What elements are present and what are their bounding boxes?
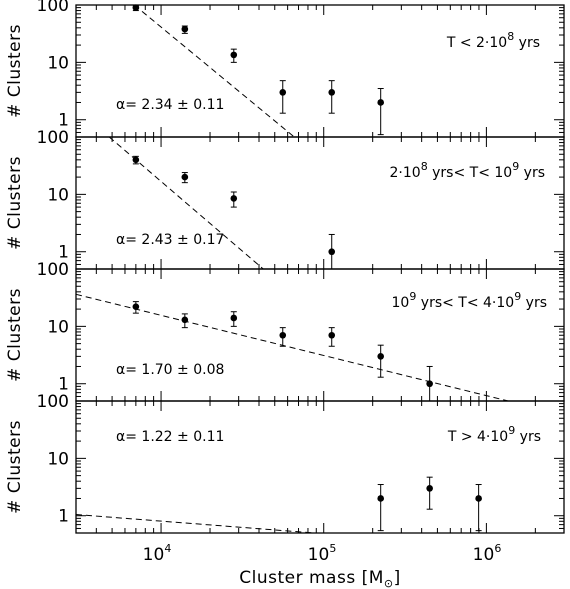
panel-1-label: T < 2·108 yrs [446, 30, 540, 51]
x-tick-labels: 104 105 106 [143, 542, 502, 565]
panel-4-ytick-label: 100 [37, 392, 69, 412]
panel-1-y-ticks: 100 10 1 [37, 0, 564, 138]
panel-1-ytick-label: 10 [47, 53, 69, 73]
panel-1: 100 10 1 T < 2·108 yrs α= 2.34 ± 0.11 [37, 0, 565, 138]
panel-3-y-axis-title: # Clusters [5, 288, 25, 382]
data-point [132, 303, 140, 311]
x-tick-label-1e4: 104 [143, 542, 172, 565]
data-point [132, 156, 140, 164]
data-point [230, 314, 238, 322]
panel-3-ytick-label: 100 [37, 260, 69, 280]
data-point [230, 195, 238, 202]
panel-3-y-ticks: 100 10 1 [37, 260, 564, 402]
panel-4-ytick-label: 1 [58, 507, 69, 527]
panel-2-x-ticks [75, 137, 565, 269]
panel-4-ytick-label: 10 [47, 449, 69, 469]
panel-3-frame [75, 268, 565, 402]
panel-3-fit-line [75, 293, 509, 402]
data-point [426, 485, 433, 492]
data-point [230, 51, 238, 59]
panel-1-ytick-label: 1 [58, 111, 69, 131]
panel-4-x-ticks [75, 401, 565, 533]
data-point [181, 316, 189, 324]
panel-2-ytick-label: 1 [58, 243, 69, 263]
panel-2-y-ticks: 100 10 1 [37, 128, 564, 270]
panel-2-ytick-label: 10 [47, 185, 69, 205]
data-point [279, 89, 287, 96]
panel-3-alpha: α= 1.70 ± 0.08 [116, 362, 224, 378]
panel-2-y-axis-title: # Clusters [5, 156, 25, 250]
panel-4-frame [75, 400, 565, 534]
panel-1-frame [75, 4, 565, 138]
data-point [132, 4, 140, 11]
x-axis-title: Cluster mass [M⊙] [239, 568, 401, 589]
data-point [426, 380, 433, 388]
panel-4-y-axis-title: # Clusters [5, 420, 25, 514]
data-point [181, 25, 189, 33]
panel-3-ytick-label: 10 [47, 317, 69, 337]
panel-2: 100 10 1 2·108 yrs< T< 109 yrs α= 2.43 ± 0… [37, 128, 565, 270]
data-point [181, 173, 189, 181]
panel-1-fit-line [133, 4, 295, 138]
panel-1-alpha: α= 2.34 ± 0.11 [116, 97, 224, 113]
panel-1-x-ticks [75, 5, 565, 137]
panel-2-fit-line [108, 136, 264, 270]
x-tick-label-1e6: 106 [473, 542, 502, 565]
data-point [328, 248, 336, 256]
panel-4-y-ticks: 100 10 1 [37, 392, 564, 534]
panel-4: 100 10 1 T > 4·109 yrs α= 1.22 ± 0.11 [37, 392, 565, 534]
panel-4-label: T > 4·109 yrs [447, 424, 541, 445]
panel-3-x-ticks [75, 269, 565, 401]
panel-2-alpha: α= 2.43 ± 0.17 [116, 232, 224, 248]
panel-1-points [132, 4, 384, 136]
panel-1-y-axis-title: # Clusters [5, 24, 25, 118]
data-point [328, 331, 336, 339]
panel-1-ytick-label: 100 [37, 0, 69, 16]
data-point [475, 495, 482, 502]
panel-3-label: 109 yrs< T< 4·109 yrs [392, 290, 548, 311]
data-point [377, 495, 384, 502]
panel-2-fit [108, 136, 264, 270]
data-point [279, 331, 287, 339]
panel-2-frame [75, 136, 565, 270]
panel-3-ytick-label: 1 [58, 375, 69, 395]
data-point [328, 89, 336, 96]
data-point [377, 353, 384, 360]
panel-4-points [377, 476, 482, 532]
x-tick-label-1e5: 105 [308, 542, 337, 565]
panel-2-ytick-label: 100 [37, 128, 69, 148]
panel-4-alpha: α= 1.22 ± 0.11 [116, 429, 224, 445]
panel-2-label: 2·108 yrs< T< 109 yrs [390, 160, 545, 181]
panel-3: 100 10 1 109 yrs< T< 4·109 yrs α= 1.70 ± 0… [37, 260, 565, 402]
panel-1-fit [133, 4, 295, 138]
panel-3-fit [75, 293, 509, 402]
panel-3-points [132, 301, 433, 402]
panel-2-points [132, 155, 336, 270]
data-point [377, 99, 384, 106]
